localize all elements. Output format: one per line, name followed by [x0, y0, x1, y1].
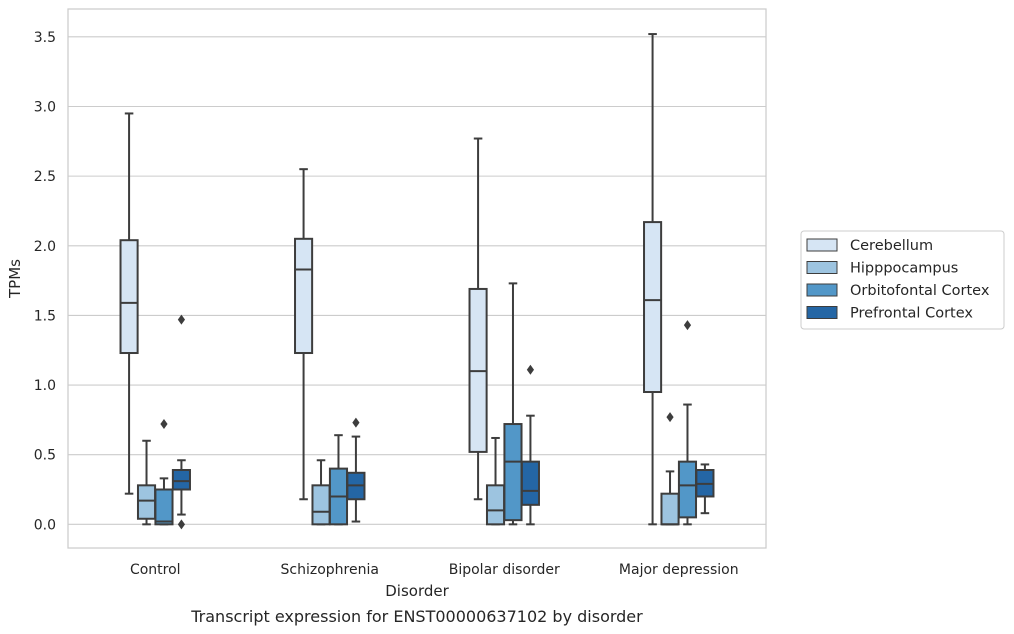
- x-tick-label: Control: [130, 562, 181, 578]
- box: [171, 469, 191, 491]
- y-tick-label: 2.5: [34, 169, 56, 185]
- box-group: [468, 137, 488, 501]
- legend-frame: [800, 230, 1005, 330]
- box: [660, 492, 680, 526]
- box: [643, 221, 663, 394]
- y-tick-label: 0.0: [34, 517, 56, 533]
- legend-label: Prefrontal Cortex: [850, 306, 973, 322]
- legend-label: Hipppocampus: [850, 261, 958, 277]
- y-tick-label: 1.0: [34, 378, 56, 394]
- box-group: [695, 463, 715, 515]
- box-group: [119, 112, 139, 495]
- legend: Cerebellum Hipppocampus Orbitofontal Corte…: [800, 230, 1005, 330]
- x-tick-label: Bipolar disorder: [449, 562, 560, 578]
- legend-swatch: [806, 283, 838, 297]
- outlier-point: [666, 412, 674, 423]
- box: [503, 423, 523, 522]
- box-group: [311, 459, 331, 526]
- box-group: [328, 434, 349, 526]
- y-axis-label: TPMs: [6, 259, 24, 299]
- box-group: [643, 33, 663, 526]
- box: [119, 239, 139, 355]
- box-group: [485, 436, 506, 526]
- outlier-point: [177, 519, 186, 530]
- box-group: [520, 364, 540, 526]
- box-group: [154, 419, 174, 526]
- outlier-point: [352, 417, 360, 428]
- x-tick-label: Major depression: [619, 562, 739, 578]
- box-group: [136, 439, 157, 526]
- outlier-point: [160, 419, 168, 430]
- outlier-point: [683, 320, 692, 331]
- x-tick-label: Schizophrenia: [281, 562, 379, 578]
- box-group: [503, 282, 523, 526]
- box: [294, 237, 314, 355]
- box-group: [346, 417, 366, 523]
- box: [311, 484, 331, 526]
- x-axis-label: Disorder: [385, 582, 449, 600]
- y-tick-label: 3.5: [34, 30, 56, 46]
- box: [485, 484, 506, 526]
- y-tick-label: 1.5: [34, 308, 56, 324]
- legend-swatch: [806, 238, 838, 252]
- box-group: [660, 412, 680, 526]
- y-tick-label: 3.0: [34, 99, 56, 115]
- legend-swatch: [806, 261, 838, 274]
- y-tick-label: 2.0: [34, 239, 56, 255]
- legend-swatch: [806, 306, 838, 319]
- box: [677, 460, 698, 519]
- grid-lines: [68, 36, 766, 525]
- box: [136, 484, 157, 520]
- outlier-point: [526, 364, 535, 375]
- box-plots: [119, 33, 715, 530]
- box-group: [294, 168, 314, 501]
- legend-label: Orbitofontal Cortex: [850, 283, 990, 299]
- outlier-point: [177, 314, 186, 325]
- chart-caption: Transcript expression for ENST0000063710…: [190, 607, 643, 626]
- y-tick-labels: 0.0 0.5 1.0 1.5 2.0 2.5 3.0 3.5: [34, 30, 56, 533]
- y-tick-label: 0.5: [34, 448, 56, 464]
- legend-label: Cerebellum: [850, 238, 933, 254]
- box: [154, 488, 174, 526]
- box-group: [171, 314, 191, 530]
- x-tick-labels: Control Schizophrenia Bipolar disorder Majo…: [130, 562, 739, 578]
- box: [520, 460, 540, 506]
- legend-items: Cerebellum Hipppocampus Orbitofontal Corte…: [806, 238, 990, 322]
- plot-frame: [67, 8, 767, 549]
- box-group: [677, 320, 698, 526]
